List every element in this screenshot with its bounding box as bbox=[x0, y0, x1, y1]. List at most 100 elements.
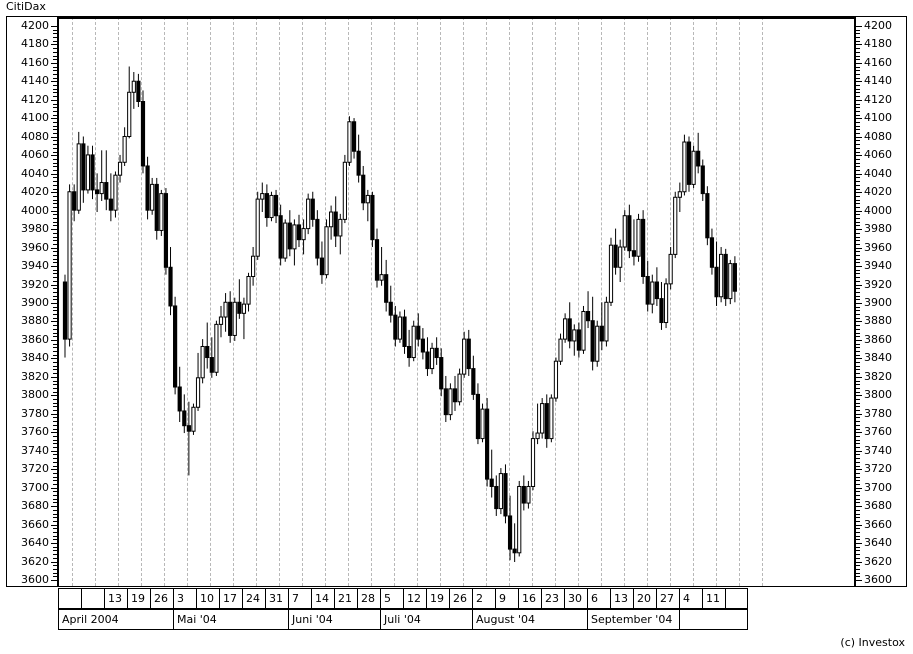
candlestick-bar bbox=[273, 189, 279, 224]
y-axis-label: 3720 bbox=[21, 462, 49, 476]
y-tick-major bbox=[51, 192, 57, 194]
y-tick-minor bbox=[53, 568, 57, 570]
y-tick-minor bbox=[53, 188, 57, 190]
candle-body-up bbox=[241, 303, 247, 314]
candlestick-bar bbox=[636, 213, 641, 262]
y-tick-minor bbox=[53, 110, 57, 112]
y-axis-label: 4180 bbox=[21, 37, 49, 51]
grid-line bbox=[370, 17, 373, 586]
candle-body-down bbox=[72, 191, 77, 211]
candlestick-bar bbox=[507, 495, 513, 561]
y-tick-minor bbox=[53, 454, 57, 456]
candlestick-bar bbox=[333, 196, 338, 248]
candle-body-up bbox=[365, 194, 370, 204]
y-tick-major bbox=[856, 580, 862, 581]
grid-line bbox=[600, 17, 603, 586]
candlestick-bar bbox=[659, 282, 664, 330]
y-tick-minor bbox=[856, 443, 860, 445]
y-tick-minor bbox=[856, 188, 860, 190]
y-tick-minor bbox=[856, 92, 860, 94]
y-tick-major bbox=[856, 358, 862, 360]
candlestick-bar bbox=[260, 182, 265, 213]
y-axis-label: 4040 bbox=[864, 166, 892, 180]
y-tick-major bbox=[856, 136, 862, 138]
x-axis-month-cell: Mai '04 bbox=[173, 610, 288, 629]
candle-body-up bbox=[429, 347, 435, 370]
candlestick-bar bbox=[393, 305, 398, 347]
candlestick-bar bbox=[127, 66, 132, 139]
y-axis-label: 3600 bbox=[864, 573, 892, 586]
y-axis-label: 3980 bbox=[864, 222, 892, 236]
candle-body-up bbox=[728, 263, 733, 300]
y-tick-minor bbox=[53, 251, 57, 253]
grid-line bbox=[393, 17, 396, 586]
y-tick-minor bbox=[53, 92, 57, 94]
y-tick-minor bbox=[856, 310, 860, 312]
y-tick-minor bbox=[53, 402, 57, 404]
candlestick-bar bbox=[654, 267, 659, 306]
y-tick-minor bbox=[856, 513, 860, 515]
y-axis-label: 3940 bbox=[864, 259, 892, 273]
y-tick-minor bbox=[53, 458, 57, 460]
y-axis-label: 3740 bbox=[21, 443, 49, 457]
y-tick-minor bbox=[856, 354, 860, 356]
grid-line bbox=[71, 17, 74, 586]
candle-body-down bbox=[273, 194, 279, 217]
y-tick-minor bbox=[53, 225, 57, 227]
y-tick-minor bbox=[856, 476, 860, 478]
candle-body-up bbox=[673, 196, 678, 255]
copyright-footer: (c) Investox bbox=[840, 636, 905, 649]
x-axis-day-cell: 24 bbox=[242, 589, 265, 608]
grid-line bbox=[347, 17, 350, 586]
candle-body-up bbox=[195, 377, 201, 408]
candle-body-down bbox=[319, 257, 325, 276]
y-tick-minor bbox=[856, 288, 860, 290]
y-tick-minor bbox=[53, 310, 57, 312]
candlestick-bar bbox=[627, 204, 632, 259]
y-tick-minor bbox=[53, 391, 57, 393]
y-axis-label: 3640 bbox=[21, 536, 49, 550]
candle-body-up bbox=[329, 211, 334, 228]
y-tick-major bbox=[51, 376, 57, 378]
y-tick-minor bbox=[53, 88, 57, 90]
candle-body-up bbox=[292, 224, 297, 250]
y-tick-minor bbox=[856, 254, 860, 256]
y-tick-major bbox=[51, 118, 57, 120]
grid-line bbox=[692, 17, 695, 586]
y-tick-minor bbox=[53, 513, 57, 515]
candle-body-down bbox=[287, 222, 292, 250]
y-tick-minor bbox=[53, 421, 57, 423]
y-tick-major bbox=[51, 229, 57, 231]
candlestick-bar bbox=[650, 274, 655, 314]
candlestick-bar bbox=[439, 348, 444, 397]
y-tick-major bbox=[856, 62, 862, 64]
candle-body-down bbox=[443, 388, 448, 416]
y-axis-label: 3780 bbox=[864, 406, 892, 420]
candle-body-down bbox=[296, 224, 302, 241]
candlestick-bar bbox=[374, 228, 380, 288]
y-tick-minor bbox=[856, 347, 860, 349]
candle-body-up bbox=[553, 360, 559, 399]
y-tick-minor bbox=[53, 509, 57, 511]
y-tick-minor bbox=[856, 103, 860, 105]
y-tick-minor bbox=[856, 199, 860, 201]
candle-body-up bbox=[563, 318, 568, 340]
y-tick-minor bbox=[53, 37, 57, 39]
y-tick-minor bbox=[53, 218, 57, 220]
y-tick-major bbox=[51, 247, 57, 249]
candlestick-bar bbox=[544, 394, 549, 448]
candle-body-up bbox=[457, 373, 462, 403]
y-tick-minor bbox=[53, 55, 57, 57]
y-axis-label: 4000 bbox=[21, 203, 49, 217]
candle-body-down bbox=[310, 198, 315, 220]
candlestick-bar bbox=[576, 322, 581, 358]
candle-body-up bbox=[283, 222, 288, 259]
y-tick-minor bbox=[53, 206, 57, 208]
candle-body-up bbox=[650, 281, 655, 305]
candlestick-bar bbox=[563, 313, 568, 343]
y-tick-minor bbox=[856, 498, 860, 500]
y-tick-minor bbox=[53, 550, 57, 552]
candlestick-bar bbox=[585, 291, 591, 329]
candlestick-bar bbox=[108, 173, 113, 222]
y-axis-label: 3820 bbox=[21, 369, 49, 383]
